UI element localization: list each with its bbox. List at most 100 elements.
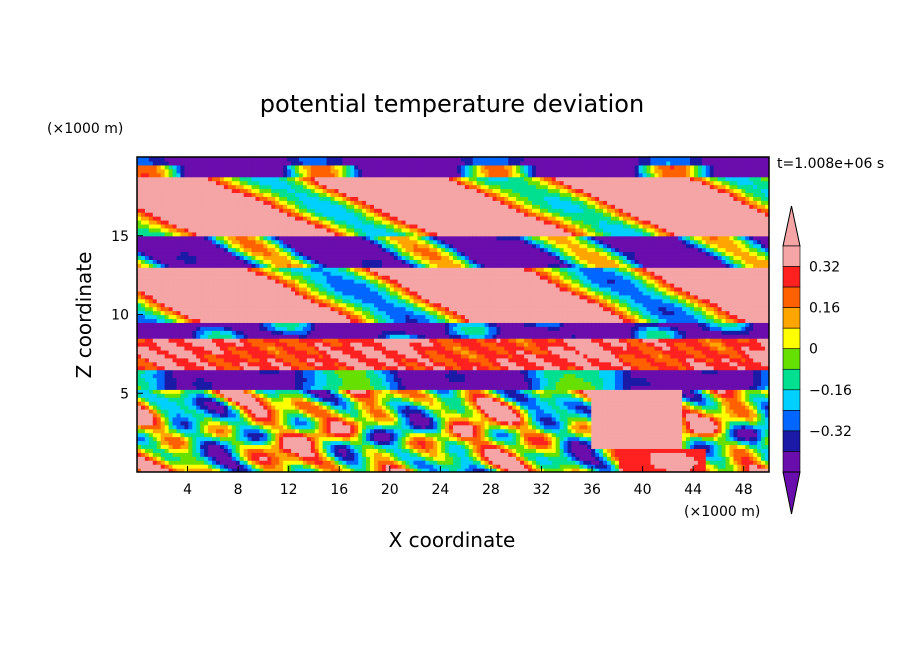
- field-cell: [331, 405, 336, 410]
- field-cell: [228, 318, 233, 323]
- field-cell: [177, 401, 182, 406]
- field-cell: [311, 437, 316, 442]
- field-cell: [192, 326, 197, 331]
- field-cell: [208, 177, 213, 182]
- field-cell: [204, 444, 209, 449]
- field-cell: [354, 165, 359, 170]
- field-cell: [259, 208, 264, 213]
- field-cell: [358, 236, 363, 241]
- field-cell: [346, 389, 351, 394]
- field-cell: [378, 342, 383, 347]
- field-cell: [263, 192, 268, 197]
- field-cell: [196, 437, 201, 442]
- field-cell: [224, 259, 229, 264]
- field-cell: [169, 381, 174, 386]
- field-cell: [327, 330, 332, 335]
- field-cell: [283, 196, 288, 201]
- field-cell: [165, 389, 170, 394]
- field-cell: [295, 287, 300, 292]
- field-cell: [192, 452, 197, 457]
- field-cell: [259, 425, 264, 430]
- field-cell: [374, 342, 379, 347]
- field-cell: [188, 342, 193, 347]
- field-cell: [145, 181, 150, 186]
- field-cell: [141, 397, 146, 402]
- field-cell: [271, 318, 276, 323]
- field-cell: [267, 381, 272, 386]
- field-cell: [307, 267, 312, 272]
- field-cell: [346, 165, 351, 170]
- field-cell: [342, 370, 347, 375]
- field-cell: [259, 405, 264, 410]
- field-cell: [303, 401, 308, 406]
- field-cell: [244, 405, 249, 410]
- field-cell: [173, 444, 178, 449]
- field-cell: [338, 334, 343, 339]
- field-cell: [303, 259, 308, 264]
- field-cell: [153, 393, 158, 398]
- field-cell: [256, 275, 261, 280]
- field-cell: [315, 448, 320, 453]
- field-cell: [157, 255, 162, 260]
- field-cell: [216, 287, 221, 292]
- field-cell: [240, 181, 245, 186]
- field-cell: [267, 311, 272, 316]
- field-cell: [283, 460, 288, 465]
- field-cell: [212, 267, 217, 272]
- field-cell: [259, 263, 264, 268]
- field-cell: [145, 299, 150, 304]
- field-cell: [169, 389, 174, 394]
- field-cell: [267, 212, 272, 217]
- field-cell: [169, 263, 174, 268]
- field-cell: [350, 374, 355, 379]
- field-cell: [188, 236, 193, 241]
- field-cell: [263, 303, 268, 308]
- field-cell: [271, 212, 276, 217]
- field-cell: [212, 381, 217, 386]
- field-cell: [346, 267, 351, 272]
- field-cell: [311, 362, 316, 367]
- field-cell: [157, 358, 162, 363]
- field-cell: [157, 189, 162, 194]
- field-cell: [335, 283, 340, 288]
- field-cell: [157, 299, 162, 304]
- field-cell: [263, 421, 268, 426]
- field-cell: [180, 295, 185, 300]
- field-cell: [267, 354, 272, 359]
- field-cell: [283, 452, 288, 457]
- field-cell: [350, 267, 355, 272]
- field-cell: [382, 441, 387, 446]
- field-cell: [279, 244, 284, 249]
- field-cell: [358, 283, 363, 288]
- field-cell: [374, 464, 379, 469]
- field-cell: [180, 330, 185, 335]
- field-cell: [283, 425, 288, 430]
- field-cell: [335, 240, 340, 245]
- field-cell: [287, 244, 292, 249]
- field-cell: [248, 291, 253, 296]
- field-cell: [350, 346, 355, 351]
- field-cell: [204, 216, 209, 221]
- field-cell: [350, 413, 355, 418]
- field-cell: [232, 441, 237, 446]
- field-cell: [153, 283, 158, 288]
- field-cell: [141, 354, 146, 359]
- field-cell: [149, 346, 154, 351]
- field-cell: [311, 334, 316, 339]
- field-cell: [346, 220, 351, 225]
- field-cell: [295, 350, 300, 355]
- field-cell: [212, 228, 217, 233]
- field-cell: [180, 389, 185, 394]
- field-cell: [252, 173, 257, 178]
- field-cell: [204, 425, 209, 430]
- field-cell: [271, 208, 276, 213]
- field-cell: [271, 441, 276, 446]
- field-cell: [263, 252, 268, 257]
- field-cell: [228, 259, 233, 264]
- field-cell: [232, 169, 237, 174]
- field-cell: [248, 259, 253, 264]
- field-cell: [157, 318, 162, 323]
- field-cell: [370, 244, 375, 249]
- field-cell: [188, 460, 193, 465]
- field-cell: [252, 334, 257, 339]
